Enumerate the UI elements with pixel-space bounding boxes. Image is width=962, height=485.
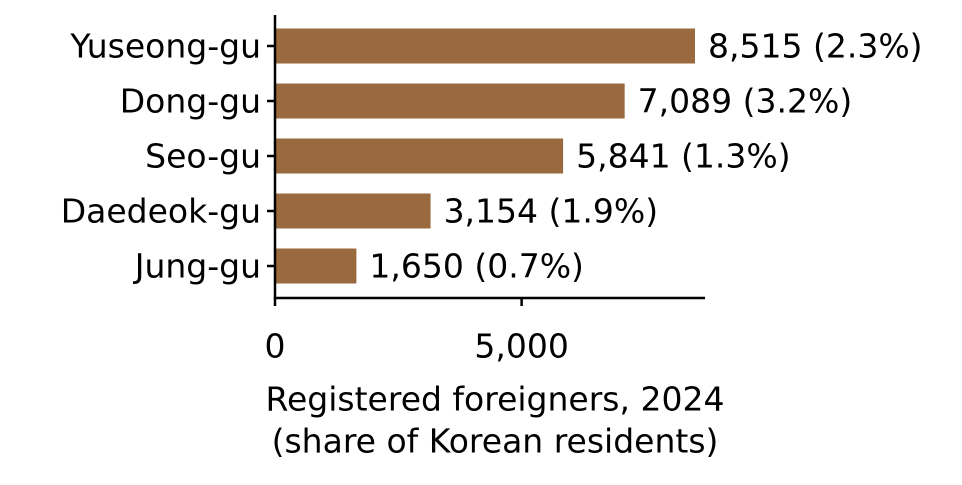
bar-2	[275, 138, 564, 174]
y-tick-label-2: Seo-gu	[145, 137, 261, 176]
y-tick-label-0: Yuseong-gu	[69, 27, 261, 66]
y-tick-label-4: Jung-gu	[133, 247, 261, 286]
bars-layer	[275, 28, 695, 284]
data-label-1: 7,089 (3.2%)	[638, 82, 853, 121]
data-label-2: 5,841 (1.3%)	[576, 137, 791, 176]
x-axis-title-line-1: Registered foreigners, 2024	[266, 380, 725, 419]
bar-4	[275, 248, 357, 284]
y-tick-label-1: Dong-gu	[120, 82, 261, 121]
data-label-3: 3,154 (1.9%)	[444, 192, 659, 231]
axes-layer	[267, 15, 705, 306]
data-label-0: 8,515 (2.3%)	[708, 27, 923, 66]
x-axis-title-line-2: (share of Korean residents)	[272, 422, 719, 461]
x-tick-label-1: 5,000	[474, 327, 568, 366]
x-tick-label-0: 0	[265, 327, 286, 366]
bar-1	[275, 83, 625, 119]
bar-0	[275, 28, 695, 64]
y-tick-label-3: Daedeok-gu	[61, 192, 261, 231]
data-label-4: 1,650 (0.7%)	[369, 247, 584, 286]
bar-3	[275, 193, 431, 229]
labels-layer: Yuseong-gu 8,515 (2.3%) Dong-gu 7,089 (3.2%…	[61, 27, 923, 461]
